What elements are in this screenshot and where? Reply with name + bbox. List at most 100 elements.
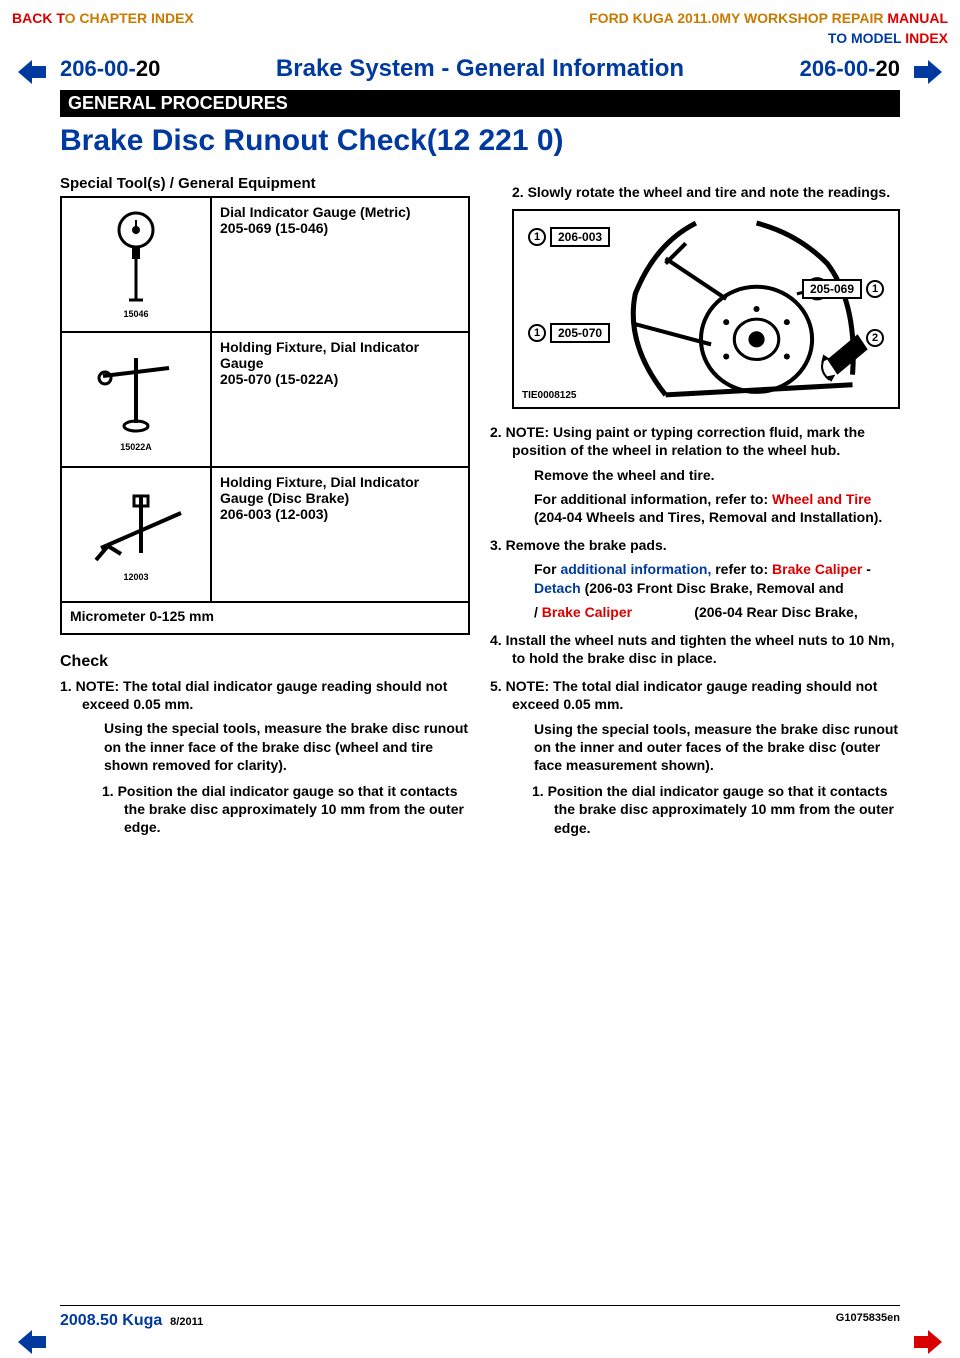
callout-num: 1	[528, 228, 546, 246]
section-number-right: 206-00-20	[800, 56, 900, 82]
secnum-black-l: 20	[136, 56, 160, 81]
body: Special Tool(s) / General Equipment	[60, 175, 900, 1298]
tool-desc: Holding Fixture, Dial Indicator Gauge 20…	[212, 333, 468, 466]
section-number-left: 206-00-20	[60, 56, 160, 82]
tool-desc: Holding Fixture, Dial Indicator Gauge (D…	[212, 468, 468, 601]
check-steps: 1. NOTE: The total dial indicator gauge …	[60, 677, 470, 837]
prev-page-arrow-bottom[interactable]	[18, 1330, 46, 1354]
page-title: Brake Disc Runout Check(12 221 0)	[60, 124, 564, 158]
step-num: 1.	[60, 678, 72, 694]
step-1: 1. NOTE: The total dial indicator gauge …	[60, 677, 470, 837]
tool-code: 206-003 (12-003)	[220, 506, 460, 522]
step3-line1: Remove the brake pads.	[506, 537, 667, 553]
t: (206-04 Rear Disc Brake,	[632, 604, 858, 620]
tool-image-cell: 15022A	[62, 333, 212, 466]
substep-num: 2.	[512, 184, 524, 200]
right-column: 2. Slowly rotate the wheel and tire and …	[490, 175, 900, 1298]
substep-text: Slowly rotate the wheel and tire and not…	[528, 184, 891, 200]
secnum-blue-r: 206-00-	[800, 56, 876, 81]
step1-substeps-cont: 2. Slowly rotate the wheel and tire and …	[490, 183, 900, 201]
back-to-chapter-link[interactable]: BACK TO CHAPTER INDEX	[12, 10, 194, 26]
tool-code: 205-070 (15-022A)	[220, 371, 460, 387]
step1-sub2: 2. Slowly rotate the wheel and tire and …	[512, 183, 900, 201]
callout-label: 205-069	[802, 279, 862, 299]
manual-title: FORD KUGA 2011.0MY WORKSHOP REPAIR MANUA…	[589, 10, 948, 26]
substep-num: 1.	[532, 783, 544, 799]
section-title: Brake System - General Information	[160, 55, 799, 83]
dial-gauge-icon	[111, 210, 161, 305]
callout-num: 1	[866, 280, 884, 298]
step3-line3: / Brake Caliper (206-04 Rear Disc Brake,	[512, 603, 900, 621]
manual-red: MANUAL	[887, 10, 948, 26]
back-highlight: BACK T	[12, 10, 65, 26]
brake-caliper-link-2[interactable]: Brake Caliper	[542, 604, 632, 620]
brake-caliper-link[interactable]: Brake Caliper	[772, 561, 862, 577]
next-page-arrow-top[interactable]	[914, 60, 942, 84]
disc-fixture-icon	[86, 488, 186, 568]
step-4: 4. Install the wheel nuts and tighten th…	[490, 631, 900, 667]
additional-info-link[interactable]: additional information,	[560, 561, 711, 577]
substep-text: Position the dial indicator gauge so tha…	[118, 783, 464, 835]
step2-note: NOTE: Using paint or typing correction f…	[506, 424, 865, 458]
t: (206-03 Front Disc Brake, Removal and	[581, 580, 844, 596]
top-nav: BACK TO CHAPTER INDEX FORD KUGA 2011.0MY…	[0, 8, 960, 50]
footer-code: G1075835en	[836, 1312, 900, 1330]
callout-num: 1	[528, 324, 546, 342]
footer: 2008.50 Kuga 8/2011 G1075835en	[60, 1305, 900, 1330]
step1-note: NOTE: The total dial indicator gauge rea…	[76, 678, 448, 712]
footer-model: 2008.50 Kuga	[60, 1312, 162, 1329]
t: -	[862, 561, 871, 577]
callout-label: 206-003	[550, 227, 610, 247]
step5-sub1: 1. Position the dial indicator gauge so …	[532, 782, 900, 837]
t: For	[534, 561, 560, 577]
callout-b: 205-069 1	[802, 279, 884, 299]
to-model-index-link[interactable]: TO MODEL INDEX	[828, 30, 948, 46]
step2-line2: For additional information, refer to: Wh…	[512, 490, 900, 526]
equipment-row: Micrometer 0-125 mm	[62, 603, 468, 633]
tool-image-cell: 15046	[62, 198, 212, 331]
general-procedures-bar: GENERAL PROCEDURES	[60, 90, 900, 117]
step1-body: Using the special tools, measure the bra…	[82, 719, 470, 774]
secnum-blue-l: 206-00-	[60, 56, 136, 81]
step2-pre: For additional information, refer to:	[534, 491, 772, 507]
t: /	[534, 604, 542, 620]
step1-sub1: 1. Position the dial indicator gauge so …	[102, 782, 470, 837]
tool-row: 12003 Holding Fixture, Dial Indicator Ga…	[62, 468, 468, 603]
step-num: 3.	[490, 537, 502, 553]
callout-c: 1 205-070	[528, 323, 610, 343]
step5-subs: 1. Position the dial indicator gauge so …	[512, 782, 900, 837]
right-steps: 2. NOTE: Using paint or typing correctio…	[490, 423, 900, 837]
step5-body: Using the special tools, measure the bra…	[512, 720, 900, 775]
model-blue: TO MODEL	[828, 30, 905, 46]
prev-page-arrow-top[interactable]	[18, 60, 46, 84]
left-column: Special Tool(s) / General Equipment	[60, 175, 470, 1298]
step-num: 5.	[490, 678, 502, 694]
tool-code-small: 12003	[123, 572, 148, 582]
next-page-arrow-bottom[interactable]	[914, 1330, 942, 1354]
tool-code: 205-069 (15-046)	[220, 220, 460, 236]
step-2: 2. NOTE: Using paint or typing correctio…	[490, 423, 900, 526]
step-num: 2.	[490, 424, 502, 440]
wheel-tire-link[interactable]: Wheel and Tire	[772, 491, 871, 507]
tool-image-cell: 12003	[62, 468, 212, 601]
figure-id: TIE0008125	[522, 390, 577, 401]
back-rest: O CHAPTER INDEX	[65, 10, 194, 26]
t: refer to:	[711, 561, 772, 577]
substep-text: Position the dial indicator gauge so tha…	[548, 783, 894, 835]
step2-post: (204-04 Wheels and Tires, Removal and In…	[534, 509, 882, 525]
callout-label: 205-070	[550, 323, 610, 343]
substep-num: 1.	[102, 783, 114, 799]
tool-name: Dial Indicator Gauge (Metric)	[220, 204, 460, 220]
tool-row: 15046 Dial Indicator Gauge (Metric) 205-…	[62, 198, 468, 333]
special-tools-table: 15046 Dial Indicator Gauge (Metric) 205-…	[60, 196, 470, 635]
tool-desc: Dial Indicator Gauge (Metric) 205-069 (1…	[212, 198, 468, 331]
special-tools-heading: Special Tool(s) / General Equipment	[60, 175, 470, 192]
tool-name: Holding Fixture, Dial Indicator Gauge (D…	[220, 474, 460, 506]
callout-d: 2	[866, 329, 884, 347]
step4-text: Install the wheel nuts and tighten the w…	[506, 632, 895, 666]
tool-row: 15022A Holding Fixture, Dial Indicator G…	[62, 333, 468, 468]
manual-pre: FORD KUGA 2011.0MY WORKSHOP REPAIR	[589, 10, 887, 26]
detach-link[interactable]: Detach	[534, 580, 581, 596]
tool-name: Holding Fixture, Dial Indicator Gauge	[220, 339, 460, 371]
step-num: 4.	[490, 632, 502, 648]
